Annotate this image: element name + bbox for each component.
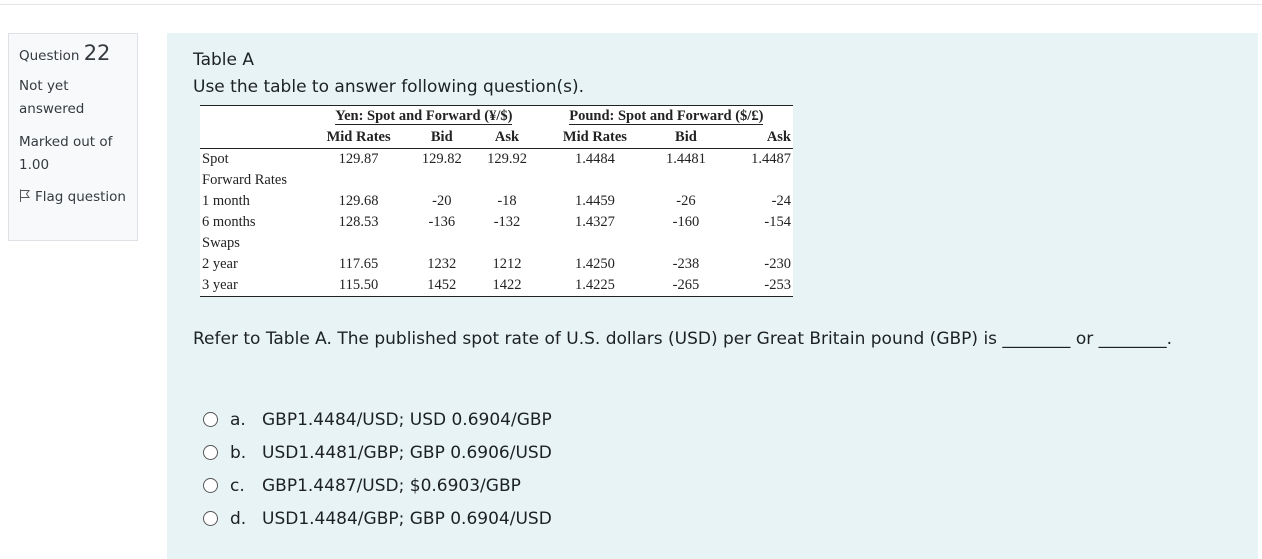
table-cell: -132 <box>493 214 521 230</box>
status: Not yet answered <box>19 78 85 117</box>
column-header: Bid <box>409 127 475 149</box>
corner-cell <box>200 127 308 149</box>
column-header: Ask <box>721 127 793 149</box>
option-text: GBP1.4484/USD; USD 0.6904/GBP <box>262 410 552 430</box>
question-label: Question <box>19 48 80 64</box>
table-cell: 1232 <box>427 256 457 272</box>
table-cell: -26 <box>676 193 696 209</box>
table-row: Spot 129.87 129.82 129.92 1.4484 1.4481 1.4487 <box>200 149 793 171</box>
column-header: Ask <box>474 127 540 149</box>
option-text: USD1.4481/GBP; GBP 0.6906/USD <box>262 443 552 463</box>
group-header-row: Yen: Spot and Forward (¥/$) Pound: Spot a… <box>200 106 793 128</box>
option-text: USD1.4484/GBP; GBP 0.6904/USD <box>262 509 552 529</box>
table-cell: 1.4327 <box>575 214 615 230</box>
table-cell: 129.68 <box>338 193 379 209</box>
table-title: Table A <box>193 50 254 70</box>
table-cell: 1452 <box>427 277 457 293</box>
flag-question[interactable]: Flag question <box>19 186 131 209</box>
table-cell: -136 <box>428 214 456 230</box>
table-cell: -20 <box>432 193 452 209</box>
flag-label[interactable]: Flag question <box>35 189 126 205</box>
table-row: 6 months 128.53 -136 -132 1.4327 -160 -154 <box>200 212 793 233</box>
question-heading: Question 22 <box>19 42 131 68</box>
rates-table: Yen: Spot and Forward (¥/$) Pound: Spot a… <box>200 105 793 297</box>
table-row: 1 month 129.68 -20 -18 1.4459 -26 -24 <box>200 191 793 212</box>
table-cell: -253 <box>764 277 791 293</box>
table-row: Swaps <box>200 233 793 254</box>
table-cell: -265 <box>672 277 700 293</box>
column-header: Bid <box>650 127 722 149</box>
option-letter: d. <box>230 509 247 529</box>
row-label: Spot <box>202 151 229 167</box>
option-letter: b. <box>230 443 247 463</box>
table-cell: 1.4484 <box>575 151 615 167</box>
radio-button[interactable] <box>203 511 218 526</box>
question-content: Table A Use the table to answer followin… <box>167 33 1258 559</box>
table-cell: 128.53 <box>338 214 379 230</box>
marks: Marked out of 1.00 <box>19 134 113 173</box>
answer-option[interactable]: c. GBP1.4487/USD; $0.6903/GBP <box>203 474 521 498</box>
table-cell: 129.87 <box>338 151 379 167</box>
answer-option[interactable]: d. USD1.4484/GBP; GBP 0.6904/USD <box>203 507 552 531</box>
option-letter: a. <box>230 410 246 430</box>
row-label: 6 months <box>202 214 256 230</box>
table-cell: 115.50 <box>338 277 379 293</box>
table-cell: 129.92 <box>487 151 527 167</box>
table-row: Forward Rates <box>200 170 793 191</box>
row-label: Forward Rates <box>202 172 287 188</box>
table-cell: 1.4250 <box>575 256 615 272</box>
column-header: Mid Rates <box>308 127 410 149</box>
row-label: 3 year <box>202 277 238 293</box>
table-cell: -238 <box>672 256 700 272</box>
group-header-cell: Pound: Spot and Forward ($/£) <box>540 106 793 128</box>
instruction: Use the table to answer following questi… <box>193 77 584 97</box>
row-label: 1 month <box>202 193 250 209</box>
table-cell: 129.82 <box>421 151 462 167</box>
question-info: Question 22 Not yet answered Marked out … <box>8 33 138 241</box>
corner-cell <box>200 106 308 128</box>
answer-option[interactable]: b. USD1.4481/GBP; GBP 0.6906/USD <box>203 441 552 465</box>
question-number: 22 <box>83 41 111 65</box>
table-cell: -24 <box>771 193 791 209</box>
row-label: Swaps <box>202 235 240 251</box>
column-header: Mid Rates <box>539 127 651 149</box>
table-cell: 1.4459 <box>575 193 615 209</box>
table-cell: -154 <box>764 214 791 230</box>
top-divider <box>0 4 1262 5</box>
table-cell: 1.4225 <box>575 277 615 293</box>
table-row: 2 year 117.65 1232 1212 1.4250 -238 -230 <box>200 254 793 275</box>
radio-button[interactable] <box>203 445 218 460</box>
row-label: 2 year <box>202 256 238 272</box>
answer-option[interactable]: a. GBP1.4484/USD; USD 0.6904/GBP <box>203 408 552 432</box>
table-cell: -230 <box>764 256 791 272</box>
table-cell: 1.4487 <box>751 151 791 167</box>
option-letter: c. <box>230 476 245 496</box>
table-cell: 1.4481 <box>665 151 706 167</box>
radio-button[interactable] <box>203 478 218 493</box>
radio-button[interactable] <box>203 412 218 427</box>
table-cell: 1212 <box>492 256 522 272</box>
table-cell: -160 <box>672 214 700 230</box>
table-cell: 1422 <box>492 277 522 293</box>
table-row: 3 year 115.50 1452 1422 1.4225 -265 -253 <box>200 275 793 297</box>
group-header-cell: Yen: Spot and Forward (¥/$) <box>308 106 540 128</box>
table-cell: -18 <box>497 193 517 209</box>
flag-icon <box>20 189 30 202</box>
group-header: Pound: Spot and Forward ($/£) <box>569 108 764 125</box>
group-header: Yen: Spot and Forward (¥/$) <box>335 108 513 125</box>
question-text: Refer to Table A. The published spot rat… <box>193 329 1173 349</box>
table-cell: 117.65 <box>338 256 379 272</box>
column-header-row: Mid Rates Bid Ask Mid Rates Bid Ask <box>200 127 793 149</box>
option-text: GBP1.4487/USD; $0.6903/GBP <box>262 476 521 496</box>
